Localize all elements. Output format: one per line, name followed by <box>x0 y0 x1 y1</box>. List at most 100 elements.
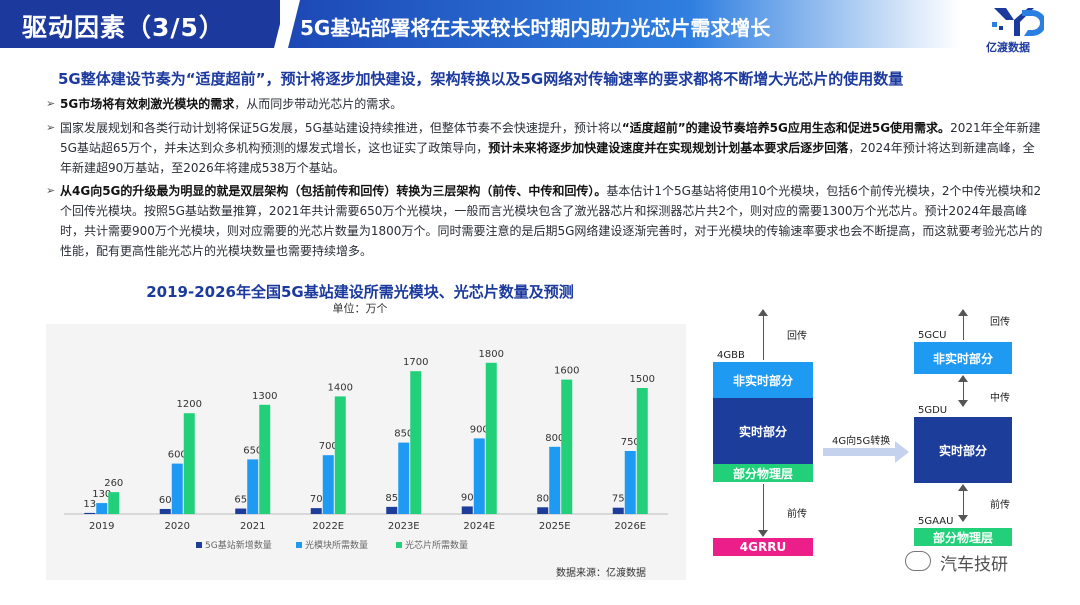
x-tick-label: 2020 <box>165 521 190 532</box>
bar <box>247 459 259 514</box>
chart-title: 2019-2026年全国5G基站建设所需光模块、光芯片数量及预测 <box>146 283 574 301</box>
node-5gcu: 5GCU <box>918 330 947 341</box>
bar <box>612 507 624 514</box>
data-label: 60 <box>159 495 172 506</box>
block-non-realtime-left: 非实时部分 <box>713 362 813 398</box>
fronthaul-label-left: 前传 <box>787 509 807 520</box>
bar <box>235 508 247 514</box>
x-tick-label: 2023E <box>388 521 420 532</box>
watermark: 汽车技研 <box>940 555 1008 575</box>
bar <box>96 503 108 514</box>
data-label: 1300 <box>252 391 277 402</box>
bullet-item: ➢ 国家发展规划和各类行动计划将保证5G发展，5G基站建设持续推进，但整体节奏不… <box>46 118 1046 178</box>
block-phy-right: 部分物理层 <box>914 528 1012 546</box>
node-5gaau: 5GAAU <box>918 516 954 527</box>
bullet-item: ➢ 从4G向5G的升级最为明显的就是双层架构（包括前传和回传）转换为三层架构（前… <box>46 181 1046 261</box>
block-realtime-left: 实时部分 <box>713 398 813 464</box>
legend-label: 光模块所需数量 <box>305 539 368 551</box>
brand-logo: 亿渡数据 <box>978 6 1058 54</box>
bar <box>537 507 549 514</box>
bar <box>84 512 96 514</box>
midhaul-label: 中传 <box>990 393 1010 404</box>
brand-name: 亿渡数据 <box>986 41 1030 54</box>
bar <box>322 455 334 514</box>
bullet-text: 2021年全年新建5G基站超65万个，并未达到众多机构预测的爆发式增长，这也证实… <box>60 121 1041 155</box>
node-4gbb: 4GBB <box>717 350 745 361</box>
fronthaul-arrow-right <box>958 484 968 522</box>
bar <box>410 371 422 514</box>
bullet-item: ➢ 5G市场将有效刺激光模块的需求，从而同步带动光芯片的需求。 <box>46 94 1046 114</box>
legend-label: 光芯片所需数量 <box>405 539 468 551</box>
data-label: 1400 <box>328 382 353 393</box>
transition-label: 4G向5G转换 <box>832 436 891 447</box>
bullet-bold: 预计未来将逐步加快建设速度并在实现规划计划基本要求后逐步回落 <box>488 141 849 155</box>
data-label: 1800 <box>479 349 504 360</box>
node-5gdu: 5GDU <box>918 405 948 416</box>
title-banner <box>288 0 960 48</box>
legend-swatch <box>196 542 202 548</box>
legend-swatch <box>296 542 302 548</box>
x-tick-label: 2026E <box>614 521 646 532</box>
data-label: 260 <box>104 478 123 489</box>
data-label: 900 <box>470 424 489 435</box>
bar <box>485 362 497 514</box>
legend-swatch <box>396 542 402 548</box>
block-non-realtime-right: 非实时部分 <box>914 342 1012 374</box>
data-label: 600 <box>168 450 187 461</box>
fronthaul-arrow-left <box>758 484 768 537</box>
bar <box>171 463 183 514</box>
data-label: 80 <box>536 493 549 504</box>
chart-source: 数据来源：亿渡数据 <box>556 568 646 579</box>
data-label: 1600 <box>554 366 579 377</box>
block-phy-left: 部分物理层 <box>713 464 813 482</box>
bullet-text: ，2024年预计将达到新建高峰，全年新建超90万基站，至2026年将建成538万… <box>60 141 1035 175</box>
data-label: 13 <box>83 499 96 510</box>
x-tick-label: 2025E <box>539 521 571 532</box>
chart-background <box>46 324 686 580</box>
data-label: 1700 <box>403 357 428 368</box>
x-tick-label: 2024E <box>463 521 495 532</box>
transition-arrow-icon <box>823 441 909 463</box>
data-label: 130 <box>92 489 111 500</box>
x-tick-label: 2021 <box>240 521 265 532</box>
chart-unit: 单位：万个 <box>332 302 388 315</box>
data-label: 800 <box>545 433 564 444</box>
bullet-bold: “适度超前”的建设节奏培养5G应用生态和促进5G使用需求。 <box>621 121 951 135</box>
midhaul-arrow <box>958 375 968 407</box>
backhaul-label-right: 回传 <box>990 317 1010 328</box>
data-label: 650 <box>243 445 262 456</box>
brand-logo-icon <box>992 8 1044 36</box>
data-label: 1200 <box>177 399 202 410</box>
block-realtime-right: 实时部分 <box>914 417 1012 483</box>
section-title: 驱动因素（3/5） <box>22 13 225 42</box>
bullet-bold: 从4G向5G的升级最为明显的就是双层架构（包括前传和回传）转换为三层架构（前传、… <box>60 184 607 198</box>
fronthaul-label-right: 前传 <box>990 500 1010 511</box>
header-bar: 驱动因素（3/5） 5G基站部署将在未来较长时期内助力光芯片需求增长 亿渡数据 <box>0 0 1080 56</box>
bullet-arrow-icon: ➢ <box>46 121 56 134</box>
bullet-bold: 5G市场将有效刺激光模块的需求 <box>60 97 235 111</box>
bar <box>473 438 485 514</box>
bar <box>259 404 271 514</box>
bar <box>549 446 561 514</box>
bullet-text: ，从而同步带动光芯片的需求。 <box>234 97 403 111</box>
data-label: 85 <box>385 493 398 504</box>
x-tick-label: 2019 <box>89 521 114 532</box>
bar <box>636 388 648 514</box>
section-banner <box>0 0 280 48</box>
bar <box>561 379 573 514</box>
bar <box>461 506 473 514</box>
bullet-text: 基本估计1个5G基站将使用10个光模块，包括6个前传光模块，2个中传光模块和2个… <box>60 184 1043 258</box>
bar <box>386 506 398 514</box>
data-label: 1500 <box>630 374 655 385</box>
lead-statement: 5G整体建设节奏为“适度超前”，预计将逐步加快建设，架构转换以及5G网络对传输速… <box>58 70 904 88</box>
bar <box>310 508 322 514</box>
x-tick-label: 2022E <box>312 521 344 532</box>
data-label: 750 <box>621 437 640 448</box>
backhaul-arrow-left <box>758 309 768 360</box>
data-label: 65 <box>234 495 247 506</box>
bar <box>334 396 346 514</box>
bullet-arrow-icon: ➢ <box>46 97 56 110</box>
bullet-text: 国家发展规划和各类行动计划将保证5G发展，5G基站建设持续推进，但整体节奏不会快… <box>60 121 622 135</box>
data-label: 700 <box>319 441 338 452</box>
